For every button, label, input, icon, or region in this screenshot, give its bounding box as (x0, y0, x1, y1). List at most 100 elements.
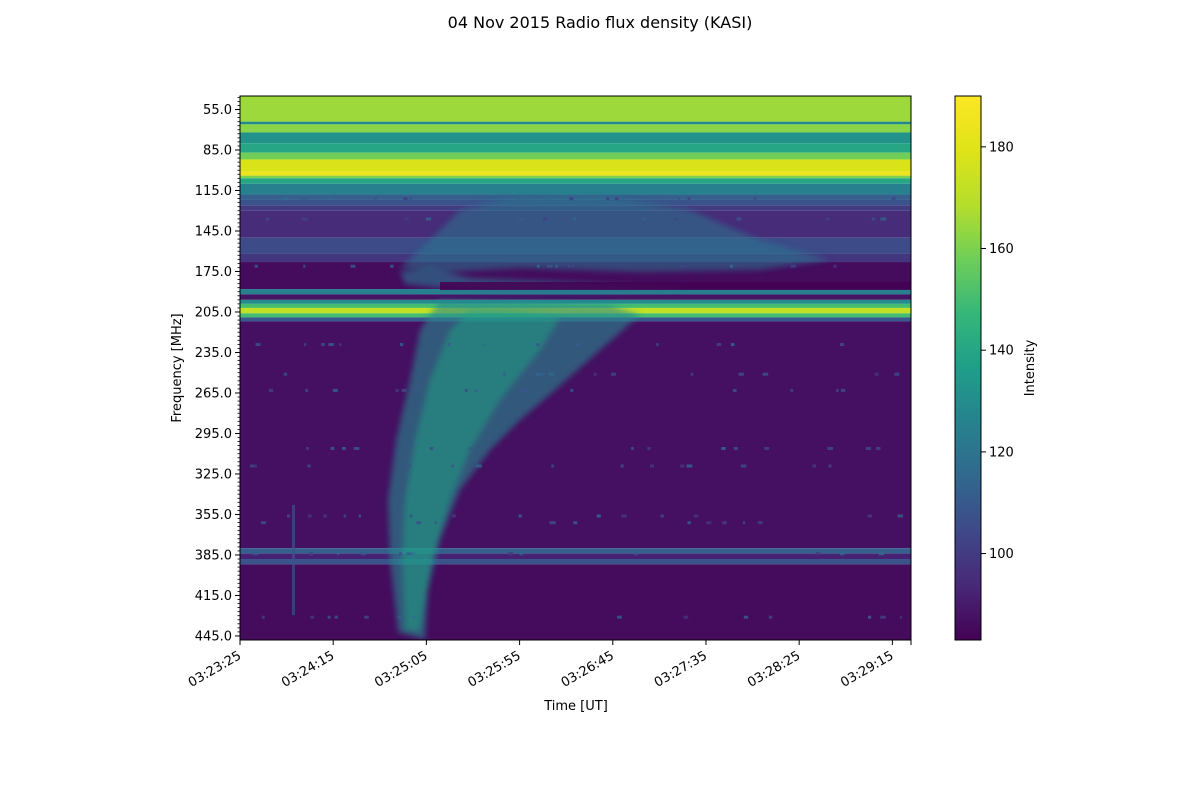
interference-blip (265, 217, 269, 221)
spectrogram-band (240, 559, 911, 565)
y-tick-label: 355.0 (195, 508, 232, 523)
interference-blip (282, 197, 289, 201)
interference-blip (353, 446, 360, 450)
interference-blip (399, 343, 404, 347)
interference-blip (762, 372, 769, 376)
interference-blip (425, 217, 432, 221)
interference-blip (687, 521, 691, 525)
interference-blip (721, 521, 726, 525)
interference-blip (411, 552, 415, 556)
interference-blip (320, 343, 325, 347)
interference-blip (693, 514, 699, 518)
colorbar-label: Intensity (1023, 339, 1038, 396)
interference-blip (536, 372, 539, 376)
interference-blip (706, 521, 712, 525)
interference-blip (677, 197, 681, 201)
x-tick-label: 03:28:25 (745, 648, 803, 690)
spectrogram-band (240, 171, 911, 176)
interference-blip (647, 446, 651, 450)
interference-blip (406, 552, 412, 556)
interference-blip (840, 388, 846, 392)
interference-blip (555, 264, 558, 268)
interference-blip (815, 552, 821, 556)
spectrogram-band (240, 96, 911, 122)
interference-blip (268, 388, 273, 392)
interference-blip (337, 552, 340, 556)
interference-blip (549, 521, 556, 525)
interference-blip (716, 343, 722, 347)
interference-blip (517, 197, 521, 201)
y-tick-label: 55.0 (203, 103, 232, 118)
interference-blip (660, 514, 664, 518)
chart-title: 04 Nov 2015 Radio flux density (KASI) (448, 13, 753, 32)
interference-blip (738, 372, 744, 376)
x-axis-label: Time [UT] (543, 699, 608, 714)
interference-blip (286, 514, 290, 518)
y-tick-label: 445.0 (195, 629, 232, 644)
interference-blip (839, 343, 844, 347)
y-tick-label: 385.0 (195, 548, 232, 563)
interference-blip (736, 217, 742, 221)
interference-blip (252, 464, 257, 468)
interference-blip (790, 388, 794, 392)
interference-blip (620, 464, 624, 468)
x-tick-label: 03:25:55 (466, 648, 524, 690)
interference-blip (303, 264, 306, 268)
interference-blip (867, 514, 873, 518)
interference-blip (261, 615, 265, 619)
interference-blip (543, 217, 548, 221)
interference-blip (254, 264, 258, 268)
interference-blip (283, 372, 288, 376)
interference-blip (649, 464, 655, 468)
interference-blip (680, 464, 685, 468)
interference-blip (551, 464, 554, 468)
interference-blip (518, 217, 524, 221)
spectrogram-band (240, 124, 911, 133)
interference-blip (757, 521, 763, 525)
interference-blip (574, 343, 581, 347)
spectrogram-band (240, 548, 911, 554)
y-tick-label: 145.0 (195, 224, 232, 239)
burst-lane-core (402, 310, 560, 632)
interference-blip (721, 446, 726, 450)
interference-blip (398, 552, 403, 556)
interference-blip (508, 552, 514, 556)
interference-blip (429, 446, 434, 450)
y-axis-label: Frequency [MHz] (170, 313, 185, 422)
y-tick-label: 175.0 (195, 265, 232, 280)
spectrogram-band (240, 132, 911, 144)
interference-blip (894, 372, 900, 376)
y-tick-label: 265.0 (195, 386, 232, 401)
interference-blip (690, 372, 694, 376)
colorbar-tick-label: 120 (989, 445, 1014, 460)
interference-blip (606, 197, 610, 201)
interference-blip (521, 388, 528, 392)
colorbar-tick-label: 100 (989, 547, 1014, 562)
interference-blip (617, 615, 622, 619)
dark-lane-band (440, 282, 911, 290)
spectrogram-band (240, 152, 911, 160)
interference-blip (323, 514, 327, 518)
x-tick-label: 03:29:15 (838, 648, 896, 690)
interference-blip (828, 464, 832, 468)
interference-blip (836, 388, 839, 392)
interference-blip (833, 264, 837, 268)
spectrogram-area (240, 96, 911, 640)
interference-blip (897, 514, 904, 518)
spectrogram-band (240, 175, 911, 179)
colorbar-tick-label: 180 (989, 140, 1014, 155)
interference-blip (732, 388, 737, 392)
interference-blip (656, 343, 659, 347)
interference-blip (364, 615, 369, 619)
interference-blip (397, 615, 402, 619)
y-tick-label: 295.0 (195, 427, 232, 442)
interference-blip (867, 615, 872, 619)
interference-blip (358, 514, 361, 518)
interference-blip (621, 514, 627, 518)
interference-blip (891, 197, 896, 201)
interference-blip (416, 521, 421, 525)
interference-blip (328, 197, 333, 201)
interference-blip (764, 446, 770, 450)
interference-blip (687, 197, 691, 201)
